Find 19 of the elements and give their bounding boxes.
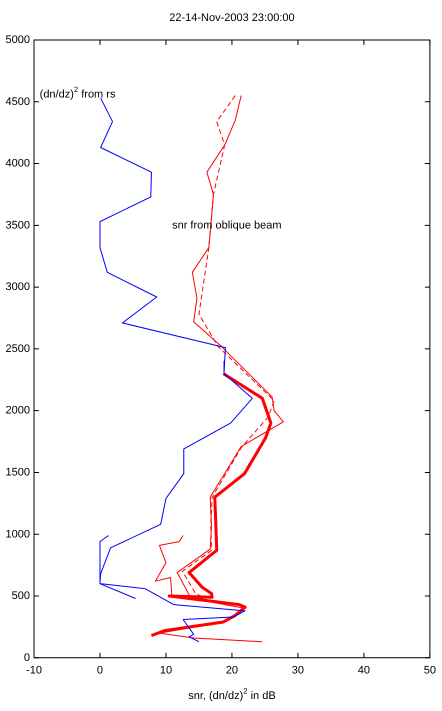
chart-title: 22-14-Nov-2003 23:00:00	[169, 12, 295, 24]
x-tick-label: 10	[160, 664, 172, 676]
x-tick-label: 20	[226, 664, 238, 676]
y-tick-label: 5000	[6, 34, 30, 46]
y-tick-label: 4500	[6, 96, 30, 108]
y-tick-label: 0	[24, 652, 30, 664]
y-tick-label: 1500	[6, 466, 30, 478]
x-tick-label: 50	[424, 664, 436, 676]
x-tick-label: 0	[96, 664, 104, 676]
y-tick-label: 1000	[6, 528, 30, 540]
y-tick-label: 3000	[6, 281, 30, 294]
x-tick-label: 40	[358, 664, 370, 676]
x-tick-label: -10	[26, 664, 42, 676]
y-tick-label: 3500	[6, 219, 30, 232]
y-tick-label: 4000	[6, 158, 30, 170]
y-tick-label: 500	[12, 590, 30, 602]
x-tick-label: 30	[292, 664, 304, 676]
y-tick-label: 2500	[6, 342, 30, 355]
y-tick-label: 2000	[6, 404, 30, 417]
